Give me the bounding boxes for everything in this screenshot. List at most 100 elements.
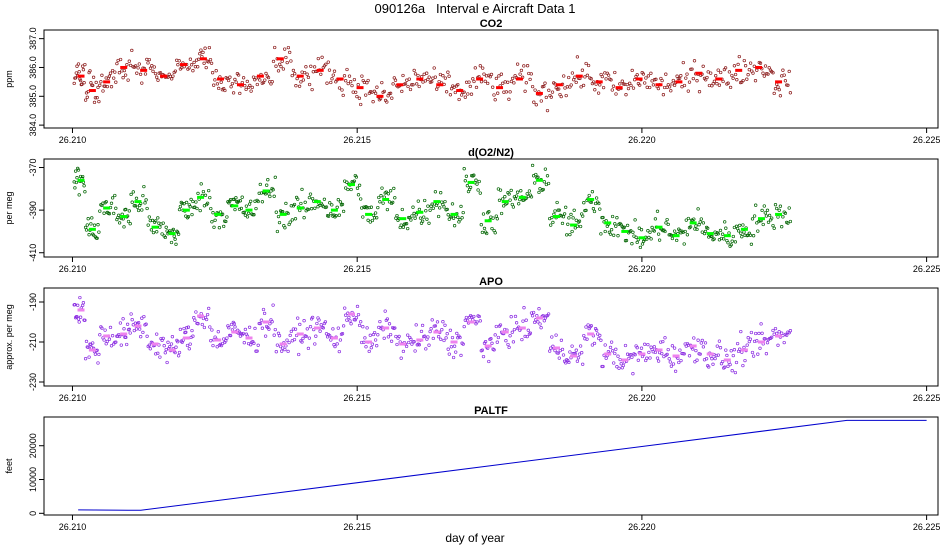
data-point [415, 82, 419, 86]
data-point [134, 196, 139, 200]
y-tick-label: 10000 [28, 467, 38, 492]
data-point [154, 352, 158, 356]
data-point [648, 356, 652, 360]
data-point [550, 90, 555, 94]
data-point [391, 200, 395, 205]
data-point [87, 233, 91, 237]
data-point [264, 71, 268, 76]
data-point [252, 213, 256, 217]
data-point [400, 89, 404, 94]
data-point [76, 168, 81, 172]
data-point [451, 355, 456, 360]
data-point [528, 77, 532, 82]
data-point [657, 238, 662, 242]
data-point [155, 332, 159, 336]
data-point [315, 321, 319, 326]
data-point [451, 216, 456, 220]
data-point [496, 91, 500, 95]
data-point [268, 322, 272, 326]
data-point [146, 223, 150, 227]
data-point [307, 336, 312, 340]
data-point [481, 354, 486, 359]
x-tick-label: 26.210 [59, 135, 87, 145]
data-point [475, 182, 479, 186]
data-point [93, 352, 98, 356]
data-point [722, 237, 726, 241]
data-point [256, 199, 260, 204]
data-point [203, 46, 207, 50]
data-point [775, 331, 779, 336]
data-point [356, 83, 360, 87]
data-point [344, 79, 348, 83]
data-point [590, 343, 595, 347]
data-point [442, 338, 446, 343]
data-point [641, 72, 646, 76]
data-point [342, 74, 347, 78]
data-point [309, 64, 313, 68]
data-point [446, 70, 450, 74]
data-point [635, 73, 639, 77]
data-point [466, 92, 470, 96]
data-point [665, 352, 669, 357]
data-point [193, 318, 197, 322]
data-point [743, 64, 748, 68]
data-point [625, 82, 629, 87]
data-point [569, 83, 573, 87]
data-point [344, 186, 348, 190]
data-point [508, 90, 512, 94]
data-point [522, 306, 526, 310]
data-point [723, 365, 727, 369]
data-point [101, 201, 105, 205]
data-point [564, 361, 568, 365]
data-point [561, 353, 566, 357]
data-point [372, 330, 377, 335]
data-point [357, 96, 362, 100]
data-point [96, 223, 100, 227]
data-point [191, 69, 195, 73]
data-point [389, 339, 394, 343]
data-point [610, 88, 614, 92]
panel-title: d(O2/N2) [468, 147, 514, 159]
data-point [534, 318, 538, 322]
data-point [706, 226, 710, 230]
data-point [701, 64, 705, 68]
data-point [346, 187, 350, 192]
data-point [95, 96, 99, 100]
data-point [308, 192, 313, 196]
data-point [731, 76, 735, 80]
data-point [394, 334, 398, 339]
data-point [665, 217, 669, 222]
data-point [154, 219, 158, 223]
data-point [630, 242, 634, 246]
data-point [321, 326, 325, 330]
data-point [205, 312, 210, 317]
data-point [727, 70, 732, 74]
data-point [266, 75, 271, 80]
data-point [664, 221, 668, 225]
x-tick-label: 26.220 [628, 522, 656, 532]
data-point [609, 78, 613, 82]
data-point [260, 326, 265, 330]
data-point [709, 71, 713, 75]
data-point [637, 226, 641, 230]
data-point [462, 167, 466, 171]
y-tick-label: 0 [28, 511, 38, 516]
data-point [715, 344, 719, 348]
data-point [681, 60, 685, 65]
data-point [276, 69, 281, 73]
data-point [127, 327, 131, 331]
data-point [515, 62, 520, 66]
data-point [594, 196, 599, 200]
data-point [289, 329, 293, 334]
data-point [509, 315, 513, 319]
data-point [241, 76, 246, 80]
data-point [538, 322, 542, 326]
data-point [387, 200, 392, 204]
data-point [564, 205, 568, 209]
data-point [771, 328, 775, 333]
data-point [206, 60, 211, 64]
data-point [366, 218, 370, 222]
data-point [238, 199, 243, 203]
data-point [191, 199, 195, 204]
data-point [697, 90, 702, 94]
